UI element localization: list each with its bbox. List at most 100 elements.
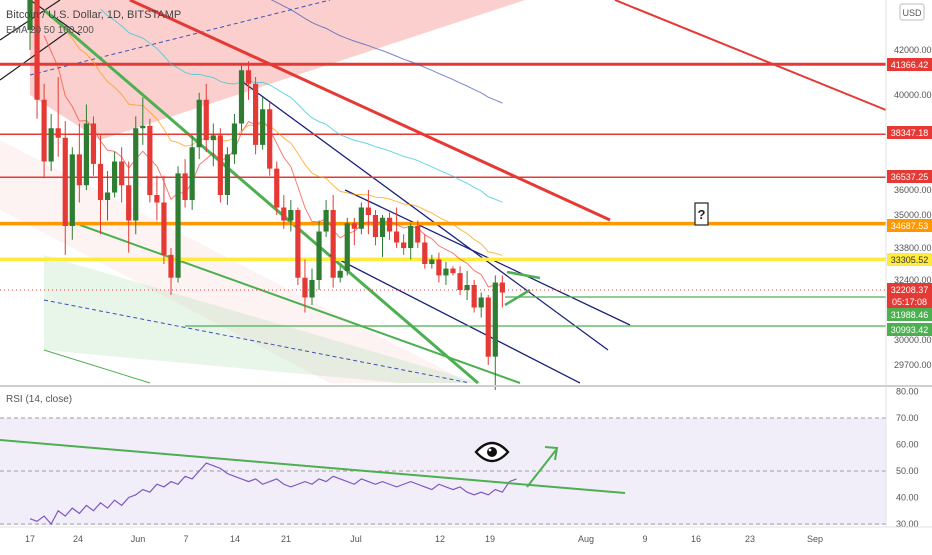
time-tick-label: 16 [691, 534, 701, 544]
candle-body [372, 215, 379, 237]
time-tick-label: 7 [183, 534, 188, 544]
candle-body [217, 135, 223, 195]
rsi-tick-label: 70.00 [896, 413, 919, 423]
price-axis-ticks: 42000.00 40000.00 36000.00 35000.00 33800.00… [894, 45, 932, 370]
red-upper-trendline [129, 0, 611, 222]
candle-body [175, 173, 181, 278]
price-label-text: 05:17:08 [892, 297, 927, 307]
rsi-title[interactable]: RSI (14, close) [6, 394, 72, 405]
time-tick-label: Jul [350, 534, 362, 544]
question-annotation[interactable]: ? [694, 202, 709, 226]
rsi-tick-label: 60.00 [896, 440, 919, 450]
rsi-arrow-head [544, 446, 559, 461]
ema-line [270, 0, 503, 104]
candle-body [90, 123, 97, 164]
candle-body [471, 285, 477, 308]
time-tick-label: 21 [281, 534, 291, 544]
green-trendline-2 [79, 224, 521, 384]
price-tick-label: 29700.00 [894, 360, 932, 370]
candle-body [344, 223, 350, 271]
candle-body [316, 231, 322, 280]
candle-body [34, 0, 40, 100]
candle-body [104, 192, 111, 200]
candle-body [112, 161, 118, 193]
blue-dashed-line [29, 0, 331, 76]
ema-line [64, 29, 503, 256]
candle-body [133, 128, 139, 221]
rsi-arrow [526, 446, 559, 488]
rsi-tick-label: 40.00 [896, 493, 919, 503]
candle-body [196, 99, 202, 148]
candle-body [365, 207, 371, 215]
green-zone [44, 255, 480, 383]
price-label-text: 36537.25 [891, 172, 929, 182]
blue-dashed-line-lower [43, 299, 471, 384]
candle-body [274, 168, 280, 208]
price-tick-label: 33800.00 [894, 243, 932, 253]
price-tick-label: 40000.00 [894, 90, 932, 100]
price-label-tag [887, 219, 932, 232]
price-label-tag [887, 170, 932, 183]
candle-body [281, 207, 287, 221]
candle-body [401, 242, 407, 248]
price-label-tag [887, 308, 932, 321]
candle-body [485, 297, 491, 357]
candle-body [161, 202, 167, 255]
price-label-text: 38347.18 [891, 128, 929, 138]
candle-body [309, 280, 315, 298]
candle-body [69, 154, 75, 226]
candle-body [323, 210, 329, 232]
ema-line [100, 8, 503, 203]
candle-body [351, 223, 357, 229]
candle-body [62, 137, 68, 226]
drawing-layer [0, 0, 887, 385]
horizontal-levels [0, 62, 886, 262]
time-tick-label: Jun [131, 534, 146, 544]
candle-body [492, 282, 498, 357]
annotation-box [694, 202, 709, 226]
candle-body [330, 210, 336, 278]
candle-body [126, 185, 132, 221]
candle-body [429, 259, 435, 264]
price-label-text: 30993.42 [891, 325, 929, 335]
candle-body [379, 217, 386, 237]
candle-body [408, 226, 414, 248]
rsi-trendline [0, 439, 626, 494]
indicator-label[interactable]: EMA 20 50 100 200 [6, 25, 94, 36]
price-label-text: 34687.53 [891, 221, 929, 231]
candle-body [41, 99, 47, 162]
currency-badge-box [899, 3, 925, 21]
time-tick-label: Aug [578, 534, 594, 544]
candle-body [478, 297, 484, 308]
eye-icon [474, 441, 510, 463]
candle-body [210, 135, 216, 141]
rsi-axis[interactable] [886, 387, 932, 527]
candle-body [499, 282, 505, 293]
time-tick-label: Sep [807, 534, 823, 544]
price-tick-label: 42000.00 [894, 45, 932, 55]
time-axis[interactable] [0, 527, 932, 550]
currency-badge[interactable]: USD [899, 3, 925, 21]
candle-body [27, 0, 33, 30]
candle-body [337, 270, 343, 278]
candle-body [288, 210, 294, 221]
rsi-tick-label: 30.00 [896, 519, 919, 529]
currency-label: USD [902, 8, 922, 18]
candles-layer [27, 0, 505, 390]
red-far-trendline [614, 0, 887, 111]
price-label-text: 41366.42 [891, 60, 929, 70]
candle-body [224, 154, 230, 195]
time-tick-label: 24 [73, 534, 83, 544]
time-tick-label: 14 [230, 534, 240, 544]
price-tick-label: 36000.00 [894, 185, 932, 195]
rsi-arrow-shaft [526, 449, 557, 488]
symbol-title[interactable]: Bitcoin / U.S. Dollar, 1D, BITSTAMP [6, 9, 181, 21]
time-tick-label: 9 [642, 534, 647, 544]
candle-body [267, 109, 273, 169]
candle-body [295, 210, 301, 278]
candle-body [245, 70, 252, 84]
candle-body [231, 123, 238, 155]
candle-body [253, 83, 259, 145]
time-tick-label: 19 [485, 534, 495, 544]
